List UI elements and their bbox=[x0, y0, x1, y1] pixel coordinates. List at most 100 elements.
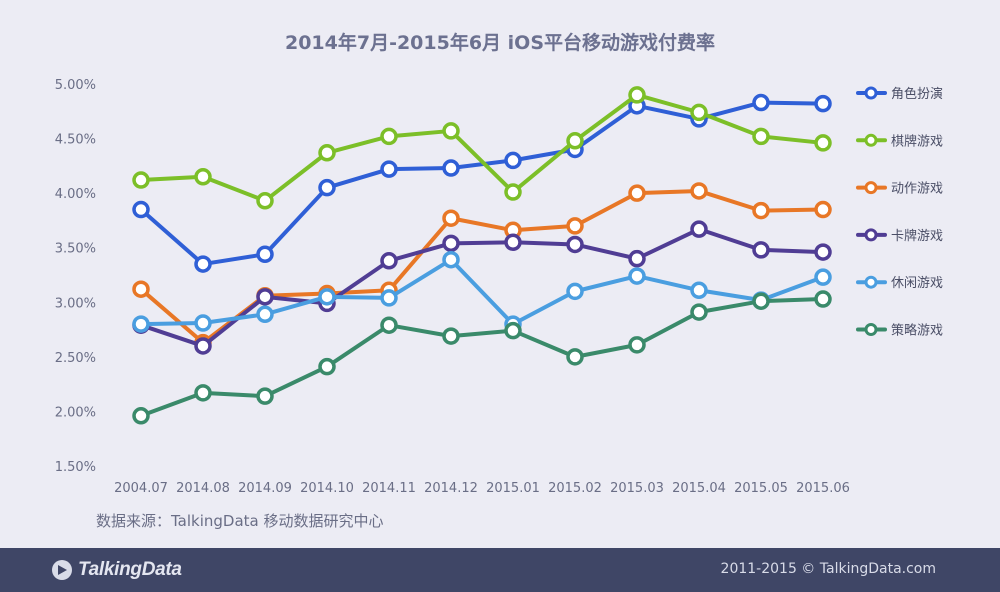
y-tick-label: 5.00% bbox=[55, 78, 96, 93]
data-point bbox=[380, 127, 398, 146]
legend-marker bbox=[864, 228, 878, 242]
series-3 bbox=[132, 182, 832, 352]
data-point bbox=[504, 183, 522, 201]
legend-label: 动作游戏 bbox=[891, 182, 943, 197]
data-point bbox=[690, 103, 708, 122]
series-4 bbox=[132, 220, 832, 355]
data-source-note: 数据来源：TalkingData 移动数据研究中心 bbox=[96, 512, 384, 530]
data-point bbox=[628, 249, 646, 268]
data-point bbox=[566, 282, 584, 301]
data-point bbox=[442, 209, 460, 227]
data-point bbox=[566, 132, 584, 150]
series-line bbox=[139, 100, 825, 267]
data-point bbox=[690, 182, 708, 200]
logo-icon bbox=[52, 560, 72, 580]
y-tick-label: 1.50% bbox=[55, 460, 96, 475]
data-point bbox=[256, 192, 274, 210]
y-tick-label: 2.50% bbox=[55, 351, 96, 366]
legend-label: 休闲游戏 bbox=[891, 276, 943, 291]
x-tick-label: 2015.01 bbox=[486, 481, 540, 496]
data-point bbox=[256, 245, 274, 264]
legend-item: 棋牌游戏 bbox=[856, 133, 943, 149]
x-tick-label: 2014.12 bbox=[424, 481, 478, 496]
series-line bbox=[139, 188, 825, 345]
x-tick-label: 2015.02 bbox=[548, 481, 602, 496]
data-point bbox=[814, 268, 832, 286]
data-point bbox=[814, 290, 832, 308]
data-point bbox=[194, 255, 212, 273]
data-point bbox=[566, 235, 584, 254]
series-line bbox=[139, 92, 825, 203]
data-point bbox=[628, 336, 646, 354]
y-tick-label: 4.00% bbox=[55, 187, 96, 202]
y-tick-label: 3.00% bbox=[55, 296, 96, 311]
x-tick-label: 2014.09 bbox=[238, 481, 292, 496]
x-tick-label: 2015.04 bbox=[672, 481, 726, 496]
data-point bbox=[690, 281, 708, 300]
line-chart: 5.00% 4.50% 4.00% 3.50% 3.00% 2.50% 2.00% 1.50%… bbox=[55, 78, 943, 496]
data-point bbox=[566, 348, 584, 366]
data-point bbox=[504, 321, 522, 340]
logo-text: TalkingData bbox=[78, 559, 182, 580]
data-point bbox=[442, 327, 460, 345]
legend-item: 动作游戏 bbox=[856, 181, 943, 197]
x-tick-label: 2015.06 bbox=[796, 481, 850, 496]
data-point bbox=[256, 387, 274, 405]
data-point bbox=[442, 234, 460, 253]
series-2 bbox=[132, 86, 832, 210]
data-point bbox=[442, 122, 460, 140]
data-point bbox=[752, 241, 770, 259]
data-point bbox=[318, 144, 336, 162]
legend-label: 策略游戏 bbox=[891, 323, 943, 339]
data-point bbox=[194, 314, 212, 332]
data-point bbox=[194, 384, 212, 402]
data-point bbox=[628, 184, 646, 202]
data-point bbox=[132, 280, 150, 298]
data-point bbox=[132, 407, 150, 425]
data-point bbox=[752, 292, 770, 310]
talkingdata-logo: TalkingData bbox=[52, 559, 182, 581]
series-line bbox=[139, 297, 825, 418]
copyright-text: 2011-2015 © TalkingData.com bbox=[720, 561, 936, 577]
x-tick-label: 2015.05 bbox=[734, 481, 788, 496]
data-point bbox=[318, 357, 336, 376]
y-tick-label: 2.00% bbox=[55, 405, 96, 420]
data-point bbox=[814, 94, 832, 113]
data-point bbox=[194, 168, 212, 186]
y-tick-label: 3.50% bbox=[55, 242, 96, 257]
legend-label: 棋牌游戏 bbox=[891, 133, 943, 149]
data-point bbox=[380, 160, 398, 178]
data-point bbox=[380, 289, 398, 307]
legend-item: 策略游戏 bbox=[856, 323, 943, 339]
data-point bbox=[504, 151, 522, 170]
data-point bbox=[132, 171, 150, 189]
data-point bbox=[318, 178, 336, 197]
data-point bbox=[752, 201, 770, 220]
x-tick-label: 2014.11 bbox=[362, 481, 416, 496]
legend-label: 卡牌游戏 bbox=[891, 228, 943, 244]
legend-item: 角色扮演 bbox=[856, 86, 943, 102]
y-axis: 5.00% 4.50% 4.00% 3.50% 3.00% 2.50% 2.00% 1.50% bbox=[55, 78, 96, 475]
data-point bbox=[814, 134, 832, 152]
legend-label: 角色扮演 bbox=[891, 86, 943, 102]
data-point bbox=[752, 93, 770, 112]
x-axis: 2004.07 2014.08 2014.09 2014.10 2014.11 2014.… bbox=[114, 481, 850, 496]
chart-title: 2014年7月-2015年6月 iOS平台移动游戏付费率 bbox=[284, 32, 716, 54]
data-point bbox=[318, 288, 336, 306]
data-point bbox=[690, 220, 708, 238]
data-point bbox=[814, 200, 832, 219]
data-point bbox=[380, 316, 398, 334]
data-point bbox=[628, 86, 646, 104]
data-point bbox=[628, 267, 646, 285]
data-point bbox=[504, 233, 522, 252]
legend-marker bbox=[864, 275, 878, 289]
data-point bbox=[752, 127, 770, 146]
legend-item: 休闲游戏 bbox=[856, 275, 943, 291]
x-tick-label: 2004.07 bbox=[114, 481, 168, 496]
data-point bbox=[132, 200, 150, 219]
y-tick-label: 4.50% bbox=[55, 133, 96, 148]
x-tick-label: 2014.10 bbox=[300, 481, 354, 496]
series-layer bbox=[132, 86, 832, 425]
legend-marker bbox=[864, 181, 878, 195]
